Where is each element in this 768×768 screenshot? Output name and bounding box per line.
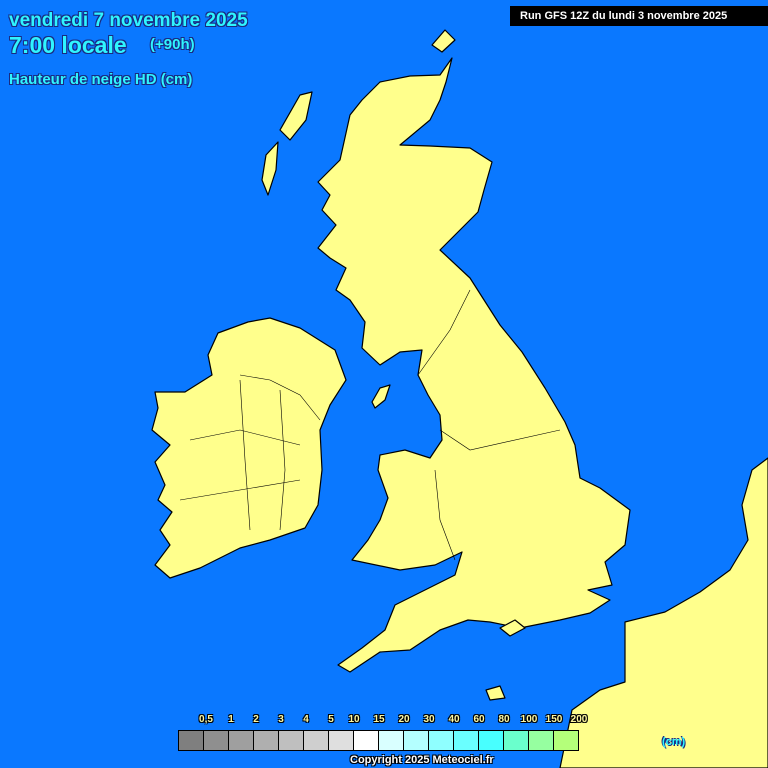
legend-swatch xyxy=(279,731,304,750)
isle-of-man xyxy=(371,384,391,409)
legend-swatch xyxy=(504,731,529,750)
legend-swatch xyxy=(454,731,479,750)
legend-label: 4 xyxy=(303,714,309,725)
legend-swatch xyxy=(554,731,578,750)
parameter-title: Hauteur de neige HD (cm) xyxy=(9,71,193,88)
legend-label: 20 xyxy=(398,714,410,725)
ireland xyxy=(151,317,347,579)
copyright: Copyright 2025 Meteociel.fr xyxy=(350,754,494,766)
legend-label: 5 xyxy=(328,714,334,725)
legend-swatch xyxy=(204,731,229,750)
isle-of-wight xyxy=(499,619,526,637)
legend-swatch xyxy=(329,731,354,750)
legend-swatch xyxy=(529,731,554,750)
legend-swatch xyxy=(429,731,454,750)
continent xyxy=(559,457,768,768)
legend-unit: (cm) xyxy=(662,736,686,748)
legend-label: 100 xyxy=(520,714,538,725)
legend-label: 60 xyxy=(473,714,485,725)
legend-swatch xyxy=(479,731,504,750)
legend-label: 2 xyxy=(253,714,259,725)
legend-label: 3 xyxy=(278,714,284,725)
orkney xyxy=(431,29,456,53)
legend-swatch xyxy=(229,731,254,750)
county-borders xyxy=(179,289,561,561)
channel-islands xyxy=(485,685,506,701)
legend-label: 150 xyxy=(545,714,563,725)
outer-hebrides xyxy=(261,91,313,196)
legend-label: 30 xyxy=(423,714,435,725)
legend-swatch xyxy=(304,731,329,750)
forecast-date: vendredi 7 novembre 2025 xyxy=(9,10,248,31)
run-info: Run GFS 12Z du lundi 3 novembre 2025 xyxy=(510,6,768,26)
legend-swatch xyxy=(179,731,204,750)
legend-label: 200 xyxy=(570,714,588,725)
legend-swatch xyxy=(354,731,379,750)
legend-label: 1 xyxy=(228,714,234,725)
legend-label: 40 xyxy=(448,714,460,725)
forecast-lead-time: (+90h) xyxy=(150,36,195,53)
legend-label: 15 xyxy=(373,714,385,725)
great-britain xyxy=(317,57,631,673)
color-legend xyxy=(178,730,579,751)
legend-label: 10 xyxy=(348,714,360,725)
legend-label: 0,5 xyxy=(199,714,213,725)
legend-swatch xyxy=(254,731,279,750)
forecast-time: 7:00 locale xyxy=(9,32,127,58)
legend-swatch xyxy=(404,731,429,750)
legend-label: 80 xyxy=(498,714,510,725)
legend-swatch xyxy=(379,731,404,750)
